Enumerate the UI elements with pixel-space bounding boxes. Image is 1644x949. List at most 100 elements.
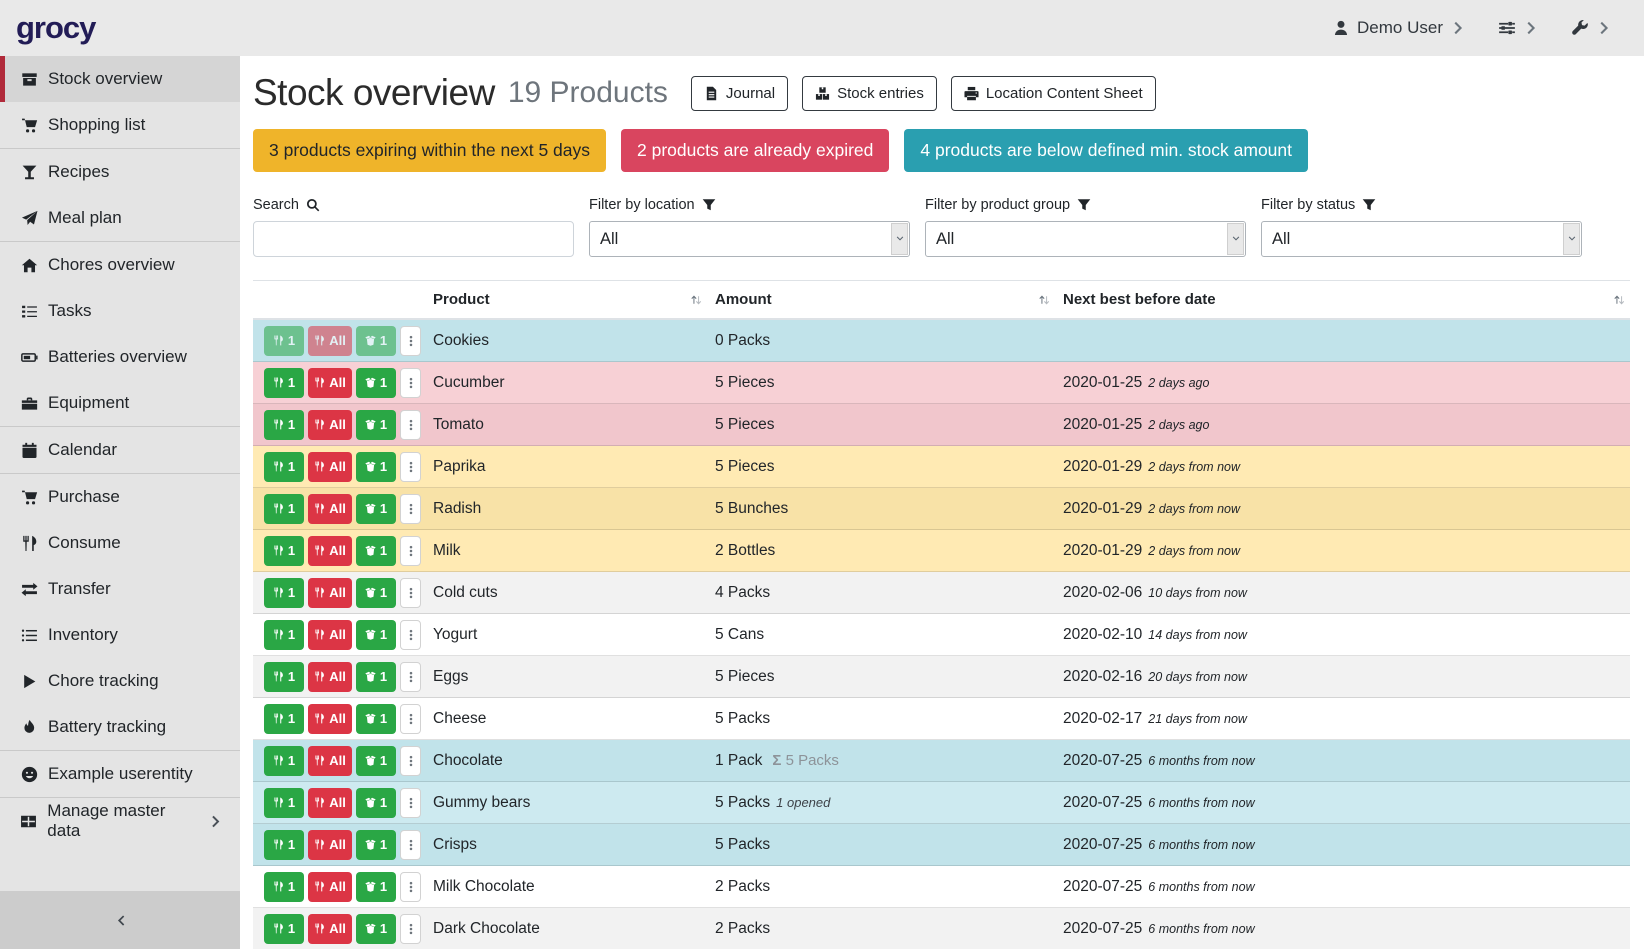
sidebar-item-batteries-overview[interactable]: Batteries overview [0, 334, 240, 380]
open-one-button[interactable]: 1 [356, 662, 396, 692]
app-logo[interactable]: grocy [16, 10, 95, 46]
row-menu-button[interactable] [400, 410, 421, 440]
sidebar-item-calendar[interactable]: Calendar [0, 427, 240, 473]
row-menu-button[interactable] [400, 662, 421, 692]
consume-all-button[interactable]: All [308, 704, 352, 734]
sidebar-item-tasks[interactable]: Tasks [0, 288, 240, 334]
open-one-button[interactable]: 1 [356, 536, 396, 566]
open-one-button[interactable]: 1 [356, 578, 396, 608]
consume-one-button[interactable]: 1 [264, 704, 304, 734]
sidebar-item-manage-master-data[interactable]: Manage master data [0, 798, 240, 844]
row-menu-button[interactable] [400, 326, 421, 356]
open-one-button[interactable]: 1 [356, 788, 396, 818]
consume-one-button[interactable]: 1 [264, 914, 304, 944]
open-one-button[interactable]: 1 [356, 830, 396, 860]
row-menu-button[interactable] [400, 830, 421, 860]
consume-one-button[interactable]: 1 [264, 410, 304, 440]
admin-menu[interactable] [1571, 19, 1614, 37]
sidebar-item-inventory[interactable]: Inventory [0, 612, 240, 658]
consume-one-button[interactable]: 1 [264, 578, 304, 608]
consume-one-button[interactable]: 1 [264, 368, 304, 398]
sidebar-item-chore-tracking[interactable]: Chore tracking [0, 658, 240, 704]
consume-all-button[interactable]: All [308, 494, 352, 524]
column-header-product[interactable]: Product [425, 281, 707, 320]
open-one-button[interactable]: 1 [356, 914, 396, 944]
location-content-sheet-button[interactable]: Location Content Sheet [951, 76, 1156, 111]
consume-all-button[interactable]: All [308, 410, 352, 440]
consume-all-button[interactable]: All [308, 662, 352, 692]
row-menu-button[interactable] [400, 494, 421, 524]
open-one-button[interactable]: 1 [356, 704, 396, 734]
row-menu-button[interactable] [400, 620, 421, 650]
consume-one-button[interactable]: 1 [264, 788, 304, 818]
consume-all-button[interactable]: All [308, 536, 352, 566]
sidebar-collapse-button[interactable] [0, 891, 240, 949]
consume-one-button[interactable]: 1 [264, 746, 304, 776]
row-menu-button[interactable] [400, 452, 421, 482]
sidebar-item-shopping-list[interactable]: Shopping list [0, 102, 240, 148]
sidebar-item-example-userentity[interactable]: Example userentity [0, 751, 240, 797]
open-one-button[interactable]: 1 [356, 410, 396, 440]
consume-one-button[interactable]: 1 [264, 662, 304, 692]
sidebar-item-meal-plan[interactable]: Meal plan [0, 195, 240, 241]
consume-all-button[interactable]: All [308, 620, 352, 650]
sidebar-item-purchase[interactable]: Purchase [0, 474, 240, 520]
row-menu-button[interactable] [400, 536, 421, 566]
consume-all-button[interactable]: All [308, 368, 352, 398]
consume-all-button[interactable]: All [308, 914, 352, 944]
row-menu-button[interactable] [400, 788, 421, 818]
expiring-alert[interactable]: 3 products expiring within the next 5 da… [253, 129, 606, 172]
consume-one-button[interactable]: 1 [264, 494, 304, 524]
open-one-button[interactable]: 1 [356, 620, 396, 650]
row-menu-button[interactable] [400, 746, 421, 776]
search-input[interactable] [253, 221, 574, 257]
consume-one-button[interactable]: 1 [264, 830, 304, 860]
settings-menu[interactable] [1498, 19, 1541, 37]
table-row: 1All1Tomato5 Pieces2020-01-252 days ago [253, 404, 1630, 446]
sidebar-item-recipes[interactable]: Recipes [0, 149, 240, 195]
sidebar-item-consume[interactable]: Consume [0, 520, 240, 566]
column-header-next-best-before-date[interactable]: Next best before date [1055, 281, 1630, 320]
consume-all-button[interactable]: All [308, 788, 352, 818]
row-menu-button[interactable] [400, 704, 421, 734]
consume-all-button[interactable]: All [308, 452, 352, 482]
open-one-button[interactable]: 1 [356, 326, 396, 356]
row-menu-button[interactable] [400, 914, 421, 944]
open-one-button[interactable]: 1 [356, 746, 396, 776]
consume-all-button[interactable]: All [308, 830, 352, 860]
consume-all-button[interactable]: All [308, 326, 352, 356]
column-header-amount[interactable]: Amount [707, 281, 1055, 320]
consume-all-button[interactable]: All [308, 872, 352, 902]
consume-all-button[interactable]: All [308, 578, 352, 608]
row-menu-button[interactable] [400, 872, 421, 902]
user-menu[interactable]: Demo User [1332, 18, 1468, 38]
consume-one-button[interactable]: 1 [264, 452, 304, 482]
amount-cell: 5 Pieces [707, 362, 1055, 404]
sidebar-item-equipment[interactable]: Equipment [0, 380, 240, 426]
sidebar-item-transfer[interactable]: Transfer [0, 566, 240, 612]
table-row: 1All1Gummy bears5 Packs1 opened2020-07-2… [253, 782, 1630, 824]
journal-button[interactable]: Journal [691, 76, 788, 111]
row-menu-button[interactable] [400, 578, 421, 608]
expired-alert[interactable]: 2 products are already expired [621, 129, 889, 172]
open-one-button[interactable]: 1 [356, 368, 396, 398]
consume-one-button[interactable]: 1 [264, 872, 304, 902]
consume-one-button[interactable]: 1 [264, 536, 304, 566]
consume-one-button[interactable]: 1 [264, 620, 304, 650]
consume-all-button[interactable]: All [308, 746, 352, 776]
open-one-button[interactable]: 1 [356, 494, 396, 524]
best-before-date: 2020-07-25 [1063, 836, 1142, 853]
product-cell: Chocolate [425, 740, 707, 782]
consume-one-button[interactable]: 1 [264, 326, 304, 356]
filter-by-location-select[interactable]: All [589, 221, 910, 257]
filter-by-status-select[interactable]: All [1261, 221, 1582, 257]
sidebar-item-chores-overview[interactable]: Chores overview [0, 242, 240, 288]
below-min-stock-alert[interactable]: 4 products are below defined min. stock … [904, 129, 1308, 172]
stock-entries-button[interactable]: Stock entries [802, 76, 937, 111]
open-one-button[interactable]: 1 [356, 452, 396, 482]
sidebar-item-stock-overview[interactable]: Stock overview [0, 56, 240, 102]
row-menu-button[interactable] [400, 368, 421, 398]
filter-by-product-group-select[interactable]: All [925, 221, 1246, 257]
sidebar-item-battery-tracking[interactable]: Battery tracking [0, 704, 240, 750]
open-one-button[interactable]: 1 [356, 872, 396, 902]
